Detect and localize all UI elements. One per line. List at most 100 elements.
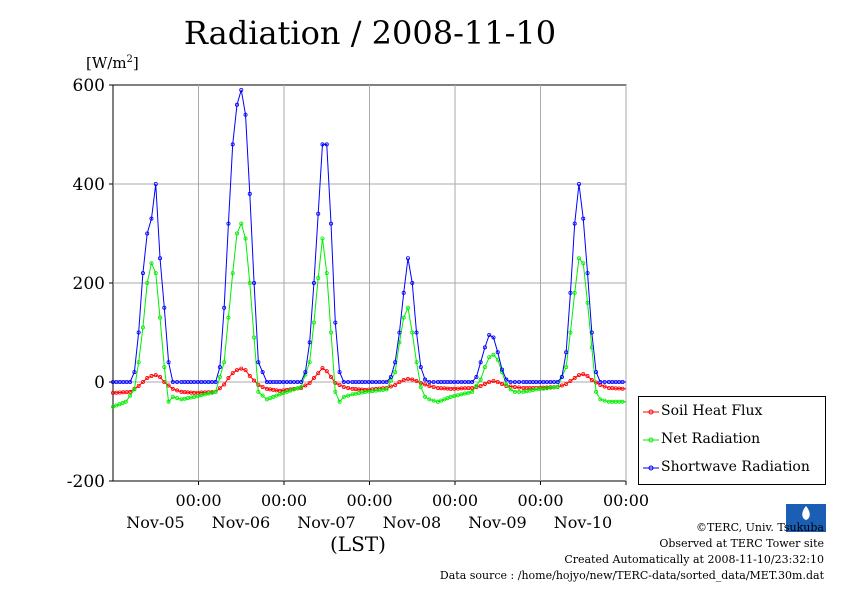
data-point [117,402,122,407]
data-point [487,379,492,384]
created-text: Created Automatically at 2008-11-10/23:3… [564,553,824,566]
data-point [405,256,410,261]
data-point [576,373,581,378]
chart-title: Radiation / 2008-11-10 [183,14,557,52]
data-point [256,360,261,365]
data-point [230,371,235,376]
data-point [281,391,286,396]
data-point [346,393,351,398]
data-point [132,370,137,375]
data-point [576,181,581,186]
data-point [534,387,539,392]
data-point [311,280,316,285]
x-tick-date: Nov-08 [383,513,441,532]
data-point [427,379,432,384]
x-tick-date: Nov-10 [554,513,612,532]
data-point [504,382,509,387]
data-point [316,276,321,281]
data-point [568,290,573,295]
data-point [222,382,227,387]
data-point [260,370,265,375]
data-point [145,376,150,381]
data-point [495,350,500,355]
data-point [260,393,265,398]
data-point [576,256,581,261]
data-point [517,385,522,390]
data-point [602,384,607,389]
data-point [435,399,440,404]
data-point [431,384,436,389]
data-point [120,401,125,406]
data-point [217,365,222,370]
data-point [153,373,158,378]
data-point [585,374,590,379]
data-point [136,360,141,365]
data-point [388,384,393,389]
data-point [128,379,133,384]
data-point [414,360,419,365]
legend-label: Soil Heat Flux [661,403,763,419]
data-point [388,375,393,380]
data-point [307,340,312,345]
y-tick-label: -200 [67,472,105,492]
data-point [299,384,304,389]
data-point [544,386,549,391]
data-point [541,386,546,391]
data-point [568,379,573,384]
data-point [500,381,505,386]
data-point [401,315,406,320]
data-point [337,399,342,404]
data-point [226,221,231,226]
data-point [162,365,167,370]
data-point [149,374,154,379]
data-point [291,387,296,392]
data-point [170,379,175,384]
data-point [410,377,415,382]
data-point [158,256,163,261]
data-point [206,391,211,396]
data-point [470,385,475,390]
data-point [324,142,329,147]
data-point [303,370,308,375]
data-point [487,332,492,337]
x-tick-date: Nov-05 [126,513,184,532]
data-point [512,379,517,384]
data-point [243,368,248,373]
y-tick-label: 200 [73,274,105,294]
data-point [470,389,475,394]
data-point [195,394,200,399]
data-point [202,392,207,397]
data-point [427,397,432,402]
data-point [170,394,175,399]
data-point [346,379,351,384]
data-point [337,382,342,387]
data-point [256,389,261,394]
data-point [445,396,450,401]
data-point [478,377,483,382]
series-line-1 [112,222,626,408]
data-point [324,369,329,374]
data-point [333,389,338,394]
data-point [230,142,235,147]
data-point [572,376,577,381]
data-point [153,271,158,276]
data-point [482,365,487,370]
data-point [158,375,163,380]
data-point [281,388,286,393]
data-point [482,381,487,386]
series-line-2 [113,89,626,383]
data-point [512,389,517,394]
data-point [393,382,398,387]
data-point [166,399,171,404]
data-point [346,385,351,390]
data-point [589,378,594,383]
y-tick-label: 400 [73,175,105,195]
data-point [341,379,346,384]
data-point [393,370,398,375]
data-point [175,396,180,401]
data-point [271,394,276,399]
data-point [397,379,402,384]
data-point [384,387,389,392]
data-point [226,376,231,381]
data-point [153,181,158,186]
